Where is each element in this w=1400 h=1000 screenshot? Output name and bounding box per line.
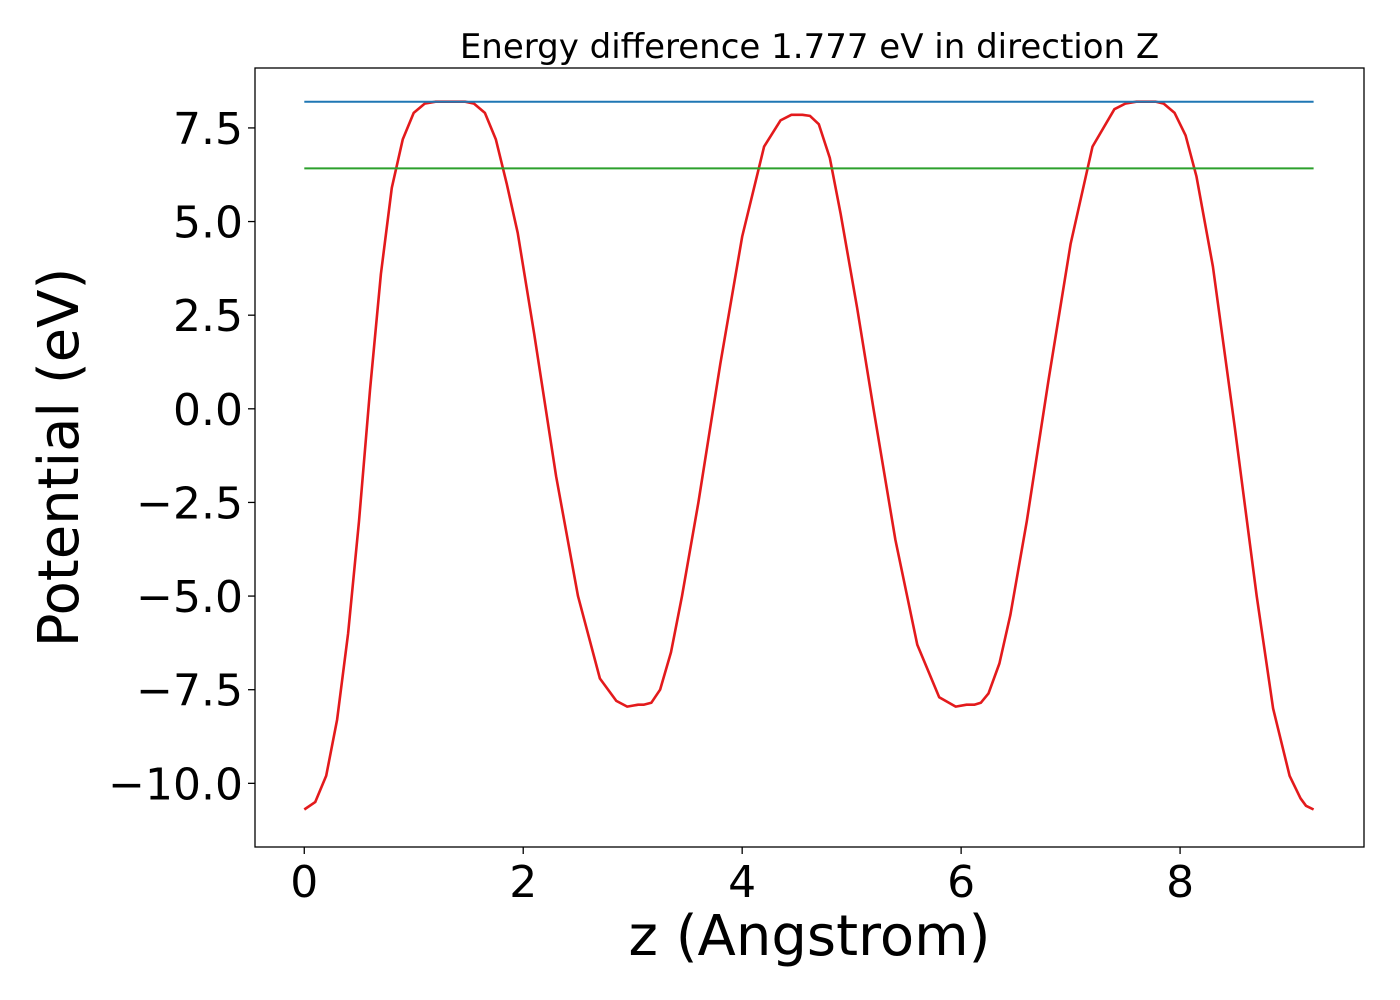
- y-tick-label: 0.0: [173, 385, 243, 436]
- x-tick-label: 4: [728, 857, 756, 908]
- x-tick-label: 2: [509, 857, 537, 908]
- y-axis-ticks: −10.0 −7.5 −5.0 −2.5 0.0 2.5 5.0 7.5: [108, 104, 255, 810]
- y-axis-label: Potential (eV): [27, 268, 92, 648]
- y-tick-label: 5.0: [173, 198, 243, 249]
- y-tick-label: 2.5: [173, 291, 243, 342]
- chart-title: Energy difference 1.777 eV in direction …: [460, 27, 1159, 67]
- y-tick-label: −7.5: [136, 666, 243, 717]
- y-tick-label: 7.5: [173, 104, 243, 155]
- x-tick-label: 8: [1166, 857, 1194, 908]
- y-tick-label: −5.0: [136, 572, 243, 623]
- series-line-0: [303, 100, 1315, 811]
- x-axis-label: z (Angstrom): [629, 904, 991, 969]
- x-axis-ticks: 0 2 4 6 8: [290, 847, 1194, 908]
- series-layer: [303, 100, 1315, 811]
- plot-area-frame: [254, 67, 1365, 848]
- x-tick-label: 6: [947, 857, 975, 908]
- y-tick-label: −2.5: [136, 478, 243, 529]
- y-tick-label: −10.0: [108, 759, 243, 810]
- x-tick-label: 0: [290, 857, 318, 908]
